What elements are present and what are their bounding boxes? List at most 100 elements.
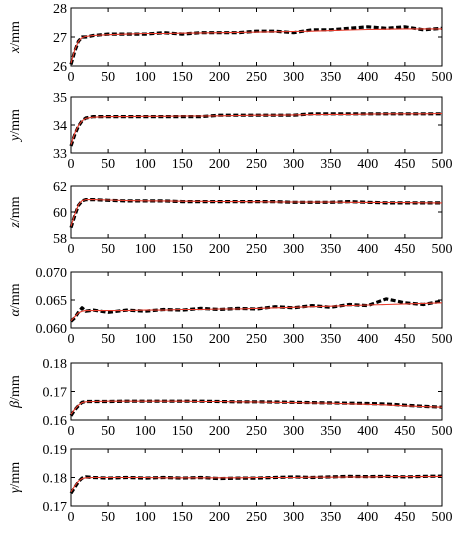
y-axis-label: γ/mm <box>8 462 23 493</box>
x-tick-label: 250 <box>246 157 267 172</box>
x-tick-label: 400 <box>357 242 378 257</box>
x-tick-label: 350 <box>320 157 341 172</box>
x-tick-label: 250 <box>246 332 267 347</box>
chart-panel-0: 0 50 100 150 200 250 300 350 400 450 500 26 27 28 x/mm <box>8 2 453 85</box>
x-tick-label: 350 <box>320 242 341 257</box>
plot-frame <box>70 96 443 154</box>
x-tick-label: 400 <box>357 510 378 525</box>
x-tick-label: 150 <box>172 157 193 172</box>
y-tick-label: 0.070 <box>36 266 68 281</box>
fitted-series-line <box>70 400 443 415</box>
chart-panel-4: 0 50 100 150 200 250 300 350 400 450 500 0.16 0.17 0.… <box>8 357 453 439</box>
measured-series-line <box>69 474 443 495</box>
y-axis-label-unit: /mm <box>8 196 23 222</box>
x-tick-label: 450 <box>394 157 415 172</box>
chart-panel-1: 0 50 100 150 200 250 300 350 400 450 500 33 34 35 y/mm <box>8 91 453 172</box>
x-tick-label: 450 <box>394 510 415 525</box>
y-axis-label-symbol: x <box>8 46 23 54</box>
x-tick-label: 100 <box>135 157 156 172</box>
y-axis-label-unit: /mm <box>8 462 23 488</box>
y-tick-label: 26 <box>53 60 67 75</box>
x-tick-label: 50 <box>101 242 115 257</box>
x-tick-label: 100 <box>135 424 156 439</box>
y-tick-label: 28 <box>53 2 67 17</box>
x-tick-label: 400 <box>357 70 378 85</box>
x-tick-label: 100 <box>135 332 156 347</box>
fitted-series-line <box>70 302 443 322</box>
y-tick-label: 0.18 <box>43 357 68 372</box>
measured-series-line <box>69 399 443 417</box>
y-axis-label-unit: /mm <box>8 283 23 309</box>
x-tick-label: 300 <box>283 332 304 347</box>
y-axis-label: β/mm <box>8 375 23 409</box>
plot-frame <box>70 185 443 239</box>
x-tick-label: 500 <box>432 510 453 525</box>
x-tick-label: 300 <box>283 424 304 439</box>
y-tick-label: 62 <box>53 180 67 195</box>
y-tick-label: 0.060 <box>36 322 68 337</box>
x-tick-label: 450 <box>394 332 415 347</box>
fitted-series-line <box>70 199 443 227</box>
plot-frame <box>70 7 443 67</box>
x-tick-label: 250 <box>246 70 267 85</box>
fitted-series-line <box>70 112 443 145</box>
x-tick-label: 50 <box>101 332 115 347</box>
y-tick-label: 58 <box>53 232 67 247</box>
y-tick-label: 0.18 <box>43 472 68 487</box>
x-tick-label: 50 <box>101 510 115 525</box>
x-tick-label: 150 <box>172 70 193 85</box>
x-tick-label: 200 <box>209 242 230 257</box>
y-tick-label: 34 <box>53 119 67 134</box>
x-tick-label: 300 <box>283 157 304 172</box>
y-tick-label: 27 <box>53 31 67 46</box>
y-axis-label-symbol: γ <box>8 487 23 493</box>
fitted-series-line <box>70 475 443 493</box>
x-tick-label: 200 <box>209 70 230 85</box>
y-tick-label: 0.17 <box>43 500 68 515</box>
x-tick-label: 500 <box>432 424 453 439</box>
x-tick-label: 250 <box>246 242 267 257</box>
y-tick-label: 0.065 <box>36 294 68 309</box>
y-axis-label: z/mm <box>8 196 23 228</box>
x-tick-label: 500 <box>432 242 453 257</box>
y-axis-label: x/mm <box>8 21 23 54</box>
x-tick-label: 250 <box>246 510 267 525</box>
y-axis-label: y/mm <box>8 109 23 143</box>
y-axis-label-symbol: y <box>8 134 23 143</box>
x-tick-label: 450 <box>394 424 415 439</box>
x-tick-label: 150 <box>172 424 193 439</box>
x-tick-label: 50 <box>101 157 115 172</box>
x-tick-label: 250 <box>246 424 267 439</box>
x-tick-label: 450 <box>394 242 415 257</box>
x-tick-label: 100 <box>135 242 156 257</box>
x-tick-label: 100 <box>135 70 156 85</box>
chart-panel-2: 0 50 100 150 200 250 300 350 400 450 500 58 60 62 z/mm <box>8 180 453 257</box>
x-tick-label: 0 <box>68 510 75 525</box>
x-tick-label: 0 <box>68 424 75 439</box>
x-tick-label: 0 <box>68 70 75 85</box>
x-tick-label: 0 <box>68 157 75 172</box>
x-tick-label: 450 <box>394 70 415 85</box>
x-tick-label: 300 <box>283 70 304 85</box>
x-tick-label: 200 <box>209 424 230 439</box>
x-tick-label: 350 <box>320 332 341 347</box>
x-tick-label: 0 <box>68 332 75 347</box>
x-tick-label: 150 <box>172 242 193 257</box>
x-tick-label: 400 <box>357 332 378 347</box>
x-tick-label: 50 <box>101 70 115 85</box>
x-tick-label: 400 <box>357 424 378 439</box>
x-tick-label: 0 <box>68 242 75 257</box>
y-tick-label: 0.19 <box>43 443 68 458</box>
y-axis-label: α/mm <box>8 283 23 316</box>
y-tick-label: 33 <box>53 147 67 162</box>
fitted-series-line <box>70 28 442 64</box>
measured-series-line <box>69 112 442 147</box>
x-tick-label: 50 <box>101 424 115 439</box>
y-axis-label-symbol: α <box>8 309 23 317</box>
x-tick-label: 350 <box>320 424 341 439</box>
measured-series-line <box>69 198 442 229</box>
y-tick-label: 0.16 <box>43 414 68 429</box>
x-tick-label: 200 <box>209 157 230 172</box>
x-tick-label: 150 <box>172 332 193 347</box>
x-tick-label: 400 <box>357 157 378 172</box>
